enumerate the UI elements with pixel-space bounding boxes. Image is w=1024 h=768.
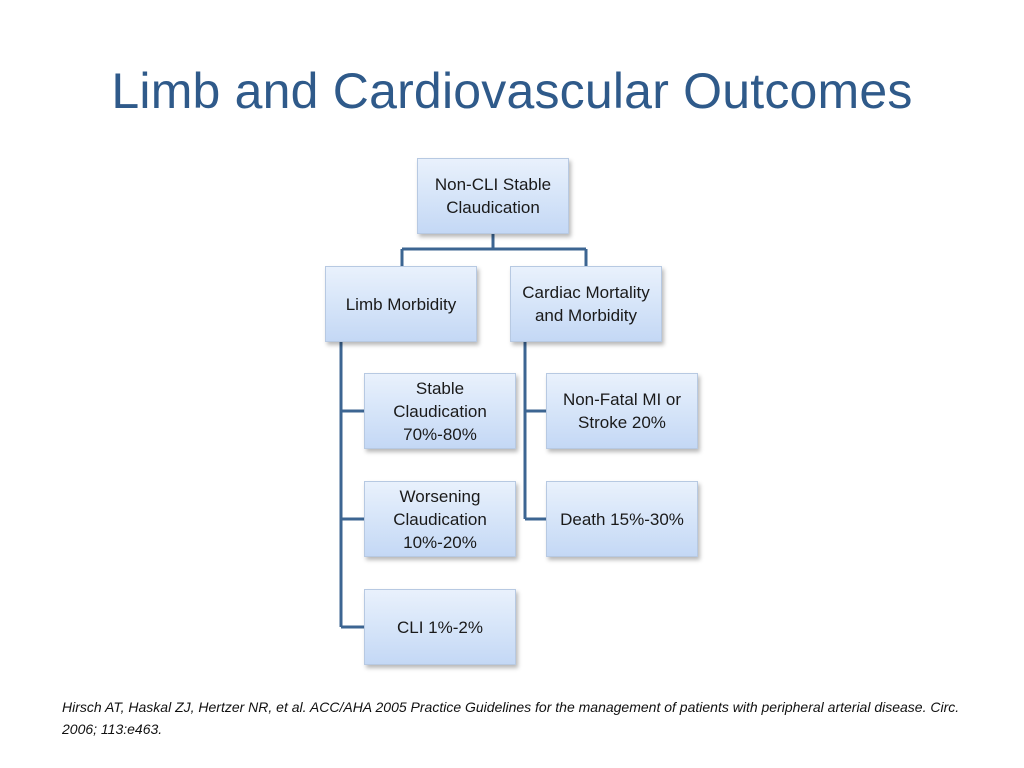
node-stable-claudication: Stable Claudication 70%-80%: [364, 373, 516, 449]
node-cardiac-mortality: Cardiac Mortality and Morbidity: [510, 266, 662, 342]
node-non-fatal-mi: Non-Fatal MI or Stroke 20%: [546, 373, 698, 449]
citation: Hirsch AT, Haskal ZJ, Hertzer NR, et al.…: [62, 699, 960, 737]
slide-title: Limb and Cardiovascular Outcomes: [111, 63, 913, 119]
node-root: Non-CLI Stable Claudication: [417, 158, 569, 234]
node-limb-morbidity: Limb Morbidity: [325, 266, 477, 342]
connector-root-branches: [400, 233, 588, 266]
node-worsening-claudication: Worsening Claudication 10%-20%: [364, 481, 516, 557]
node-cli: CLI 1%-2%: [364, 589, 516, 665]
node-death: Death 15%-30%: [546, 481, 698, 557]
